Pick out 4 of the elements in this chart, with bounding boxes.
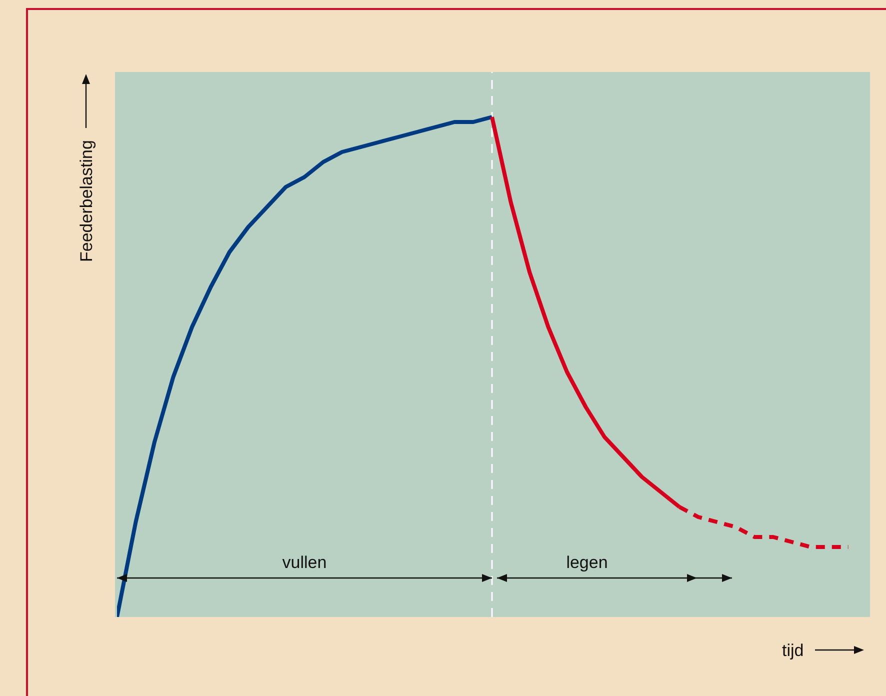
x-axis-title: tijd	[782, 641, 804, 660]
annotation: vullen	[282, 553, 327, 572]
y-axis-title: Feederbelasting	[77, 140, 96, 262]
annotation: legen	[566, 553, 608, 572]
